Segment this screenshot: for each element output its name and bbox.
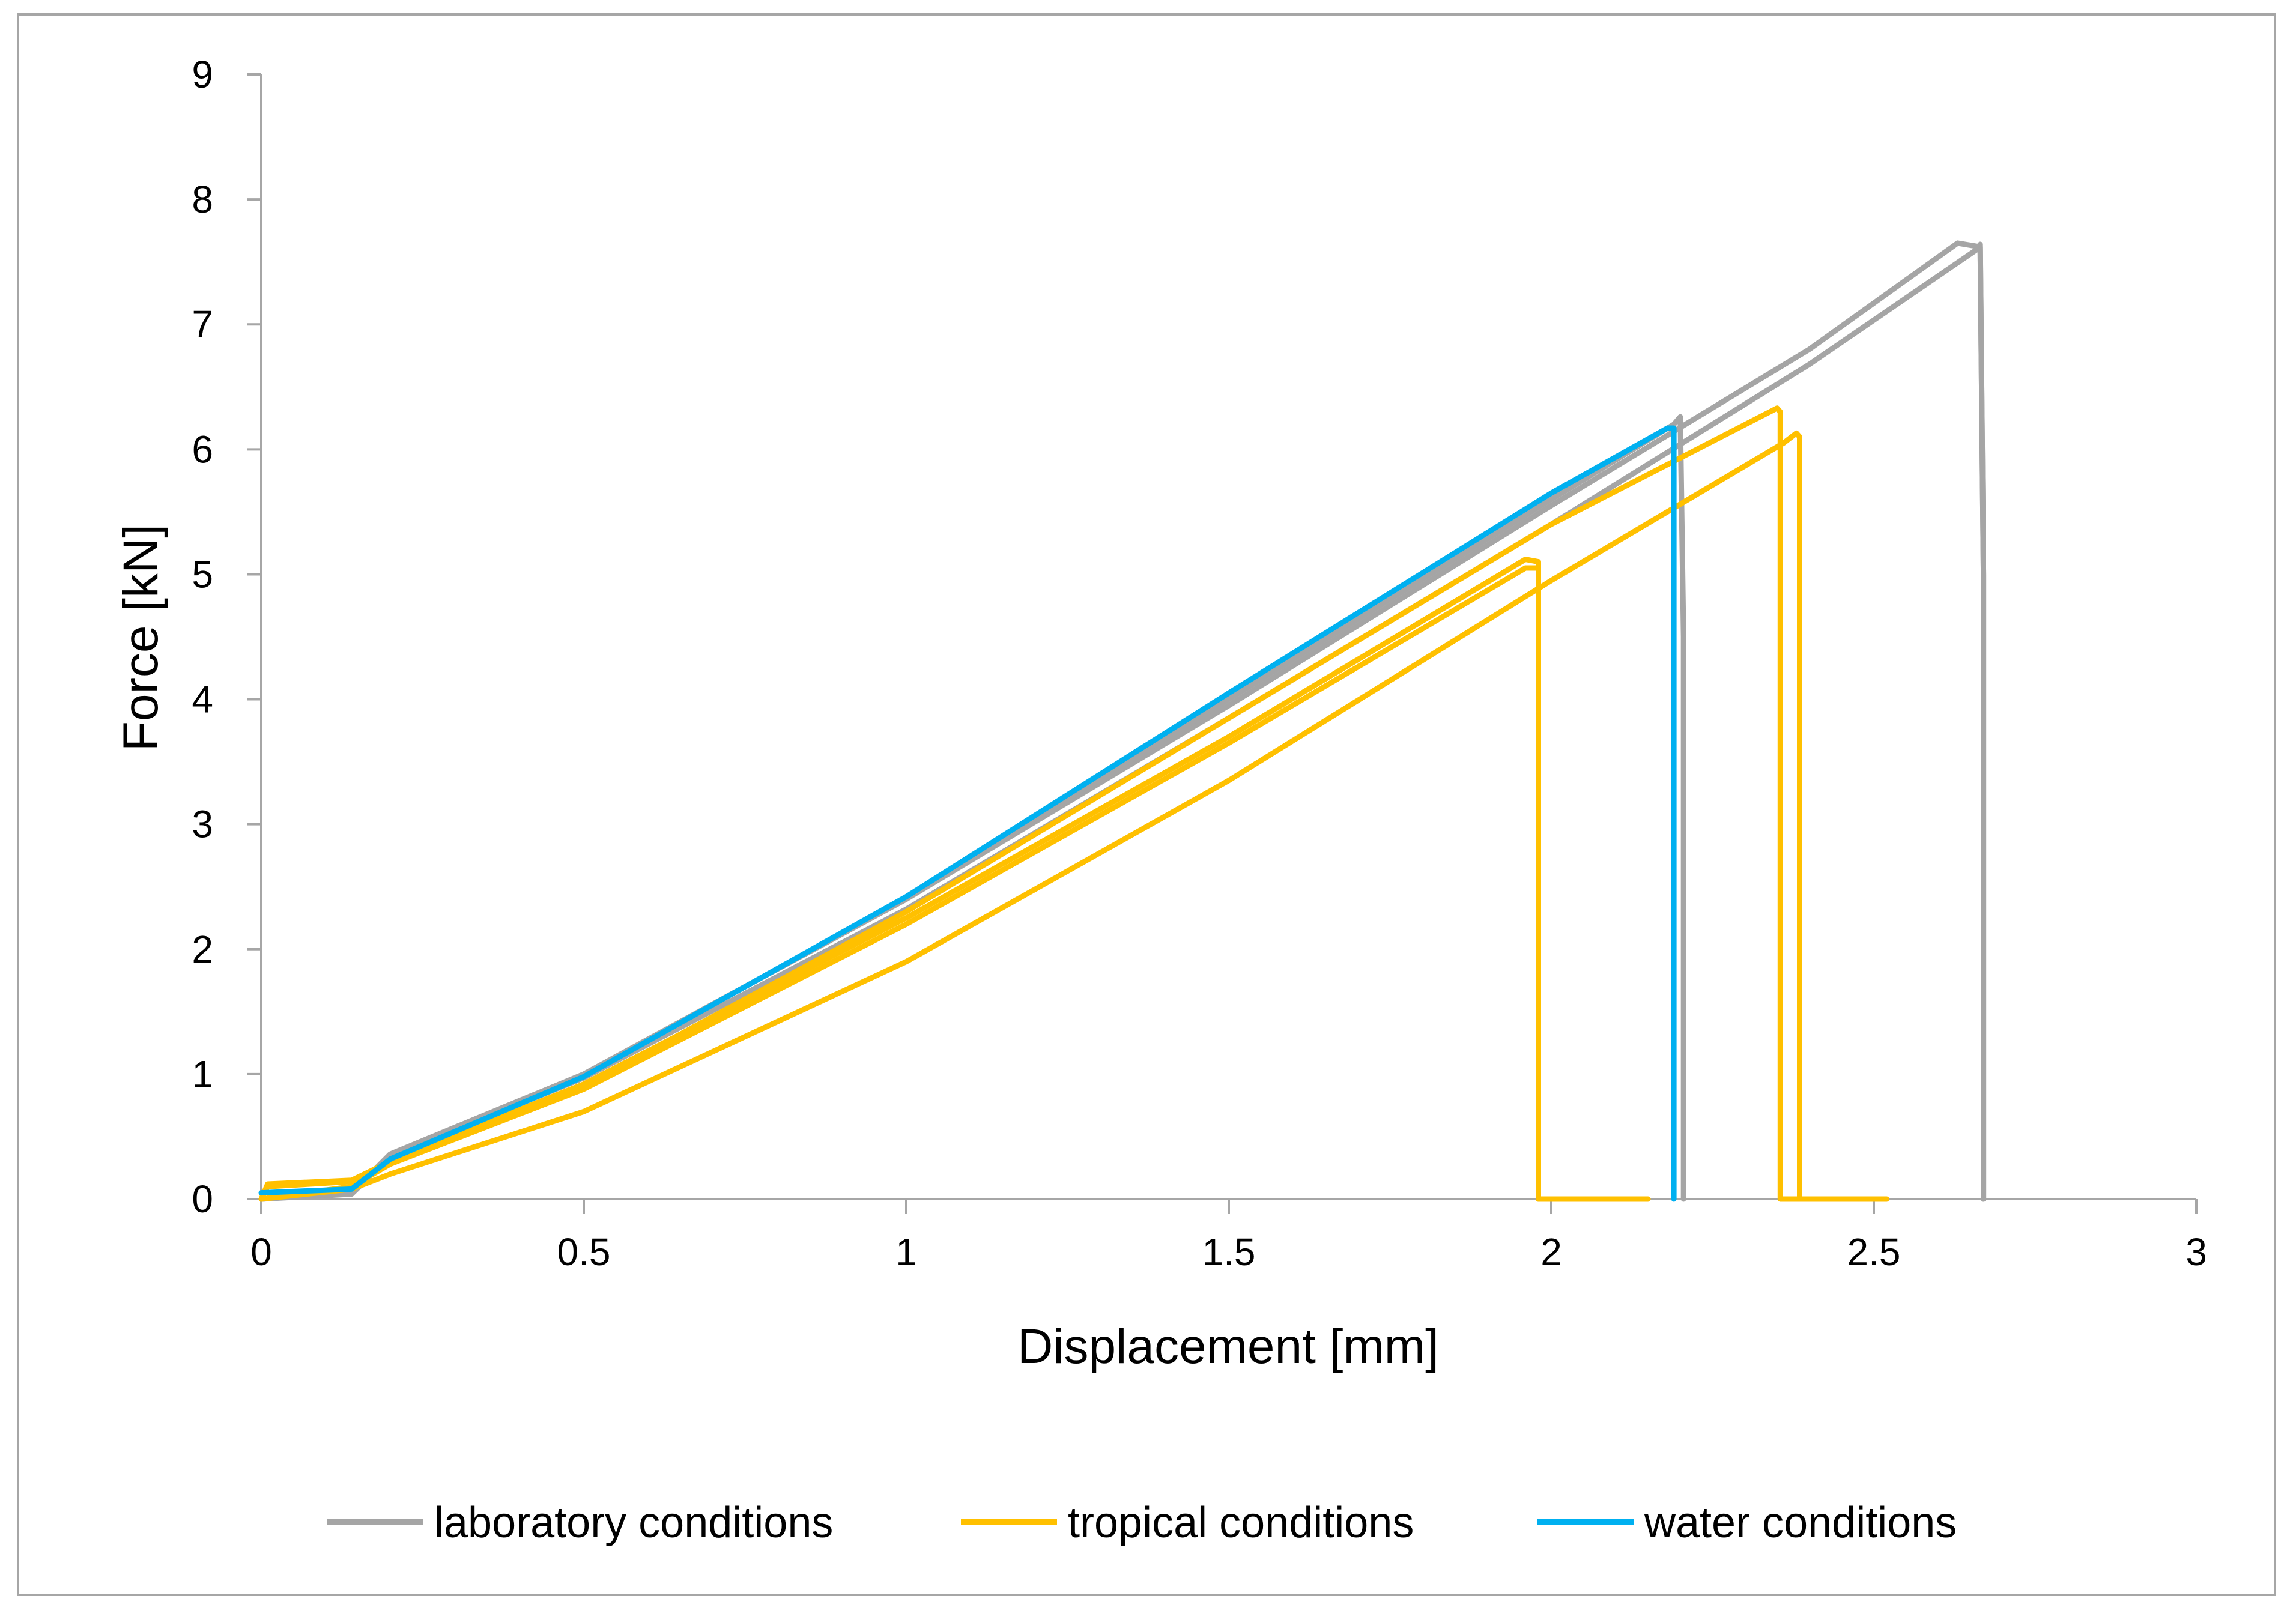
series-line-laboratory-conditions (258, 241, 1987, 1202)
chart-frame (17, 13, 2276, 1596)
y-tick-label: 6 (192, 428, 213, 471)
x-tick-label: 1.5 (1202, 1230, 1256, 1274)
y-tick-label: 2 (192, 928, 213, 971)
y-tick-label: 1 (192, 1053, 213, 1096)
series-line-laboratory-conditions (258, 414, 1686, 1202)
ticks (247, 73, 2198, 1214)
x-tick-label: 0.5 (557, 1230, 611, 1274)
legend-label-tropical-conditions: tropical conditions (1068, 1499, 1414, 1547)
y-axis-title: Force [kN] (114, 524, 168, 751)
series-layer (258, 240, 1987, 1202)
legend-label-laboratory-conditions: laboratory conditions (434, 1499, 833, 1547)
y-tick-label: 3 (192, 803, 213, 846)
legend: laboratory conditions tropical conditions… (327, 1499, 1957, 1547)
x-tick-label: 3 (2185, 1230, 2207, 1274)
series-line-tropical-conditions (258, 405, 1813, 1202)
series-line-laboratory-conditions (258, 240, 1987, 1202)
x-tick-label: 2.5 (1847, 1230, 1901, 1274)
series-line-tropical-conditions (258, 430, 1889, 1202)
x-tick-label: 0 (250, 1230, 272, 1274)
tick-labels: 0 0.5 1 1.5 2 2.5 3 0 1 2 3 4 5 6 7 8 9 (192, 53, 2207, 1274)
series-line-tropical-conditions (258, 565, 1619, 1202)
y-tick-label: 5 (192, 552, 213, 596)
legend-label-water-conditions: water conditions (1644, 1499, 1957, 1547)
y-tick-label: 4 (192, 678, 213, 721)
x-tick-label: 2 (1540, 1230, 1562, 1274)
y-tick-label: 0 (192, 1177, 213, 1221)
series-line-water-conditions (258, 425, 1677, 1202)
y-tick-label: 8 (192, 178, 213, 221)
y-tick-label: 7 (192, 303, 213, 346)
x-tick-label: 1 (895, 1230, 917, 1274)
axes (260, 74, 2196, 1200)
x-axis-title: Displacement [mm] (1017, 1319, 1439, 1374)
y-tick-label: 9 (192, 53, 213, 96)
